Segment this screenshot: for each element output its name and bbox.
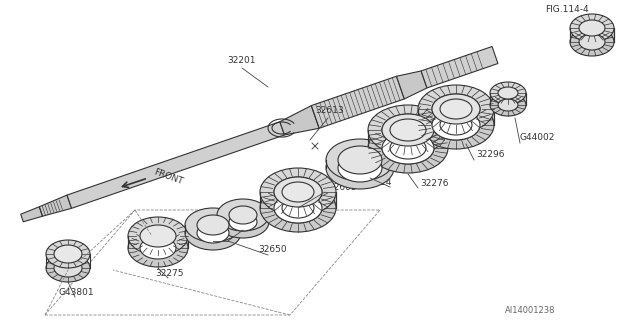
Text: G43801: G43801 [58,288,93,297]
Ellipse shape [282,182,314,202]
Text: G44002: G44002 [520,133,556,142]
Polygon shape [67,122,284,208]
Ellipse shape [46,240,90,268]
Ellipse shape [382,132,434,164]
Polygon shape [39,195,72,216]
Polygon shape [128,236,188,248]
Ellipse shape [274,193,322,223]
Ellipse shape [54,259,82,277]
Polygon shape [217,215,269,222]
Ellipse shape [274,177,322,207]
Text: 32275: 32275 [155,269,184,278]
Ellipse shape [326,147,394,189]
Polygon shape [326,160,394,168]
Ellipse shape [140,225,176,247]
Text: 32201: 32201 [227,56,255,65]
Ellipse shape [260,168,336,216]
Polygon shape [490,93,526,105]
Ellipse shape [440,115,472,135]
Text: 32614: 32614 [364,178,392,187]
Ellipse shape [390,119,426,141]
Ellipse shape [197,223,229,243]
Polygon shape [260,192,336,208]
Polygon shape [280,106,319,135]
Polygon shape [421,46,498,88]
Polygon shape [311,76,404,128]
Ellipse shape [185,208,241,242]
Ellipse shape [432,94,480,124]
Polygon shape [397,71,427,99]
Ellipse shape [46,254,90,282]
Ellipse shape [579,34,605,50]
Text: 32650: 32650 [258,245,287,254]
Ellipse shape [418,85,494,133]
Ellipse shape [128,229,188,267]
Polygon shape [20,207,42,222]
Polygon shape [185,225,241,233]
Ellipse shape [217,206,269,238]
Ellipse shape [274,177,322,207]
Polygon shape [570,28,614,42]
Text: FIG.114-4: FIG.114-4 [545,5,589,14]
Text: 32276: 32276 [420,179,449,188]
Ellipse shape [282,198,314,218]
Text: FRONT: FRONT [152,168,184,187]
Ellipse shape [579,20,605,36]
Ellipse shape [440,99,472,119]
Text: 32613: 32613 [315,106,344,115]
Ellipse shape [382,132,434,164]
Polygon shape [368,130,448,148]
Ellipse shape [338,146,382,174]
Polygon shape [418,109,494,125]
Ellipse shape [490,94,526,116]
Ellipse shape [217,199,269,231]
Ellipse shape [229,213,257,231]
Ellipse shape [382,114,434,146]
Ellipse shape [368,105,448,155]
Ellipse shape [54,245,82,263]
Ellipse shape [338,154,382,182]
Ellipse shape [390,137,426,159]
Ellipse shape [260,184,336,232]
Ellipse shape [326,139,394,181]
Ellipse shape [570,28,614,56]
Ellipse shape [274,193,322,223]
Ellipse shape [368,123,448,173]
Text: 32296: 32296 [476,150,504,159]
Ellipse shape [432,94,480,124]
Ellipse shape [498,99,518,111]
Ellipse shape [140,237,176,259]
Ellipse shape [197,215,229,235]
Ellipse shape [432,110,480,140]
Ellipse shape [185,216,241,250]
Ellipse shape [498,87,518,99]
Ellipse shape [418,101,494,149]
Ellipse shape [432,110,480,140]
Ellipse shape [570,14,614,42]
Ellipse shape [229,206,257,224]
Ellipse shape [128,217,188,255]
Text: 32605: 32605 [328,183,356,192]
Text: AI14001238: AI14001238 [505,306,556,315]
Ellipse shape [490,82,526,104]
Ellipse shape [382,114,434,146]
